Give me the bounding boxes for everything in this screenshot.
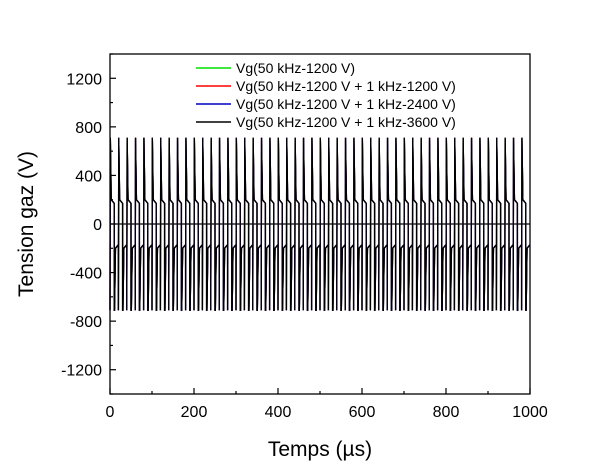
x-tick-label: 400 xyxy=(265,404,292,421)
y-tick-label: -400 xyxy=(70,266,102,283)
x-tick-label: 800 xyxy=(433,404,460,421)
y-axis: 1200 800 400 0 -400 -800 -1200 xyxy=(61,53,116,395)
series-group xyxy=(109,137,531,311)
x-tick-label: 200 xyxy=(181,404,208,421)
y-tick-label: 1200 xyxy=(66,71,102,88)
y-tick-label: 800 xyxy=(75,120,102,137)
legend: Vg(50 kHz-1200 V) Vg(50 kHz-1200 V + 1 kH… xyxy=(196,60,456,130)
y-tick-label: 400 xyxy=(75,168,102,185)
y-tick-label: 0 xyxy=(93,217,102,234)
y-tick-label: -800 xyxy=(70,314,102,331)
legend-label: Vg(50 kHz-1200 V) xyxy=(236,60,355,76)
series-line xyxy=(109,137,531,311)
y-tick-label: -1200 xyxy=(61,363,102,380)
x-axis: 0 200 400 600 800 1000 xyxy=(106,388,548,421)
legend-label: Vg(50 kHz-1200 V + 1 kHz-1200 V) xyxy=(236,78,456,94)
x-axis-title: Temps (µs) xyxy=(268,438,372,461)
x-tick-label: 0 xyxy=(106,404,115,421)
legend-label: Vg(50 kHz-1200 V + 1 kHz-3600 V) xyxy=(236,114,456,130)
x-tick-label: 600 xyxy=(349,404,376,421)
legend-label: Vg(50 kHz-1200 V + 1 kHz-2400 V) xyxy=(236,96,456,112)
y-axis-title: Tension gaz (V) xyxy=(15,151,38,297)
x-tick-label: 1000 xyxy=(512,404,548,421)
